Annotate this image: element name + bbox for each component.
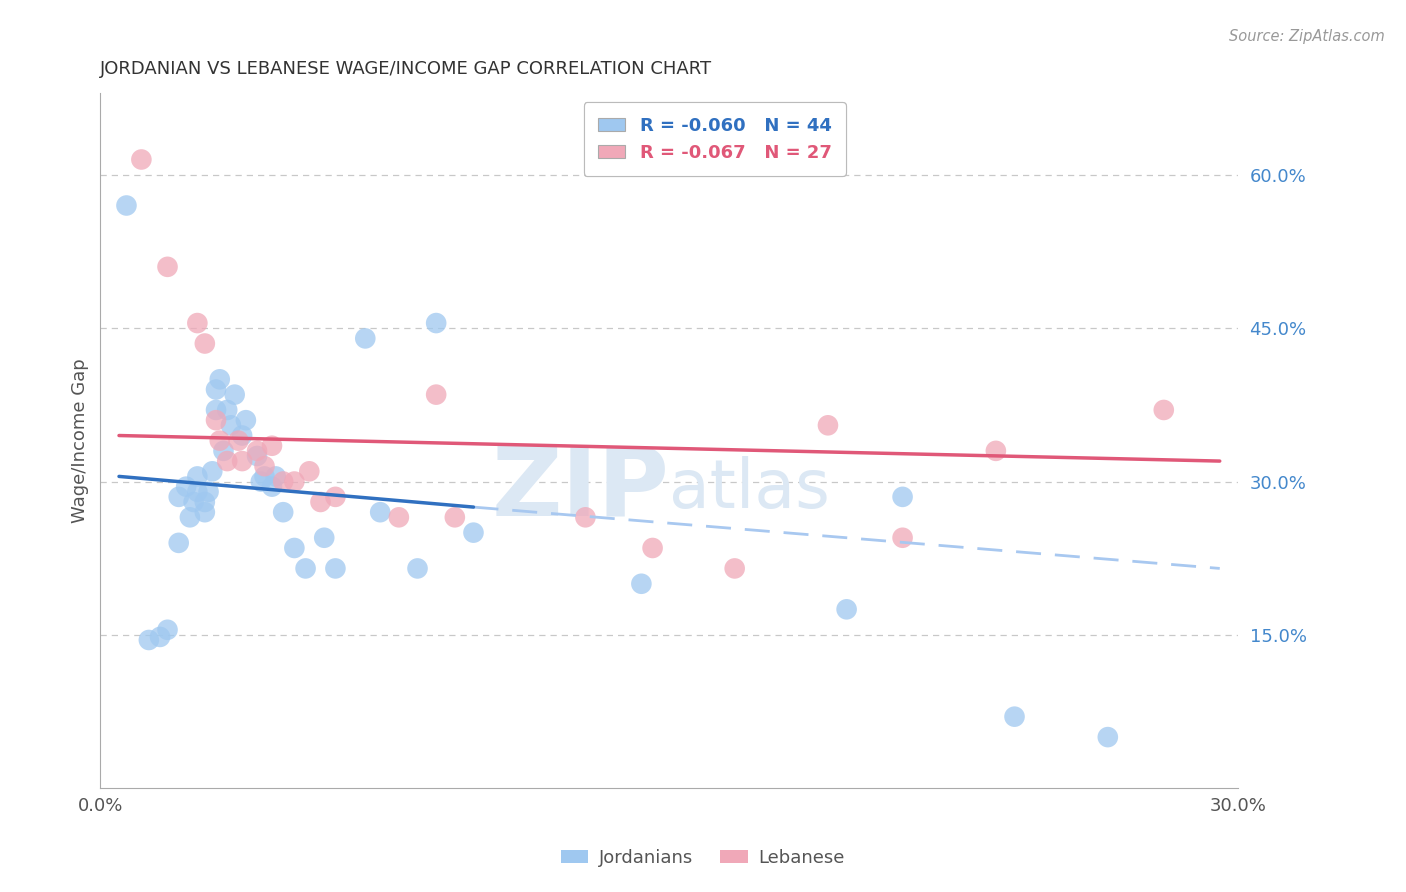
Y-axis label: Wage/Income Gap: Wage/Income Gap: [72, 359, 89, 523]
Point: [724, 561, 747, 575]
Point: [235, 413, 257, 427]
Point: [246, 449, 269, 463]
Legend: Jordanians, Lebanese: Jordanians, Lebanese: [554, 842, 852, 874]
Point: [294, 561, 316, 575]
Point: [425, 316, 447, 330]
Point: [205, 403, 228, 417]
Point: [131, 153, 153, 167]
Point: [217, 403, 239, 417]
Point: [354, 331, 377, 345]
Point: [231, 428, 253, 442]
Point: [271, 475, 294, 489]
Point: [1097, 730, 1119, 744]
Legend: R = -0.060   N = 44, R = -0.067   N = 27: R = -0.060 N = 44, R = -0.067 N = 27: [583, 102, 846, 176]
Point: [167, 490, 190, 504]
Point: [208, 434, 231, 448]
Point: [388, 510, 411, 524]
Point: [264, 469, 287, 483]
Point: [197, 484, 219, 499]
Point: [217, 454, 239, 468]
Text: ZIP: ZIP: [492, 442, 669, 536]
Point: [149, 630, 172, 644]
Point: [174, 480, 197, 494]
Point: [208, 372, 231, 386]
Point: [260, 480, 283, 494]
Point: [167, 536, 190, 550]
Text: Source: ZipAtlas.com: Source: ZipAtlas.com: [1229, 29, 1385, 44]
Point: [260, 439, 283, 453]
Point: [835, 602, 858, 616]
Point: [231, 454, 253, 468]
Point: [463, 525, 485, 540]
Point: [115, 198, 138, 212]
Point: [630, 576, 652, 591]
Point: [194, 336, 217, 351]
Point: [186, 469, 208, 483]
Point: [156, 623, 179, 637]
Point: [194, 505, 217, 519]
Text: atlas: atlas: [669, 457, 831, 523]
Point: [246, 443, 269, 458]
Point: [179, 510, 201, 524]
Point: [641, 541, 664, 555]
Point: [325, 490, 347, 504]
Point: [212, 443, 235, 458]
Point: [425, 387, 447, 401]
Point: [183, 495, 205, 509]
Point: [156, 260, 179, 274]
Text: JORDANIAN VS LEBANESE WAGE/INCOME GAP CORRELATION CHART: JORDANIAN VS LEBANESE WAGE/INCOME GAP CO…: [100, 60, 713, 78]
Point: [891, 531, 914, 545]
Point: [283, 475, 305, 489]
Point: [219, 418, 242, 433]
Point: [298, 464, 321, 478]
Point: [201, 464, 224, 478]
Point: [253, 469, 276, 483]
Point: [205, 413, 228, 427]
Point: [574, 510, 596, 524]
Point: [309, 495, 332, 509]
Point: [205, 383, 228, 397]
Point: [325, 561, 347, 575]
Point: [249, 475, 271, 489]
Point: [194, 495, 217, 509]
Point: [1004, 709, 1026, 723]
Point: [443, 510, 465, 524]
Point: [138, 632, 160, 647]
Point: [253, 459, 276, 474]
Point: [368, 505, 391, 519]
Point: [186, 484, 208, 499]
Point: [984, 443, 1007, 458]
Point: [891, 490, 914, 504]
Point: [817, 418, 839, 433]
Point: [314, 531, 336, 545]
Point: [1153, 403, 1175, 417]
Point: [271, 505, 294, 519]
Point: [283, 541, 305, 555]
Point: [406, 561, 429, 575]
Point: [186, 316, 208, 330]
Point: [224, 387, 246, 401]
Point: [228, 434, 250, 448]
